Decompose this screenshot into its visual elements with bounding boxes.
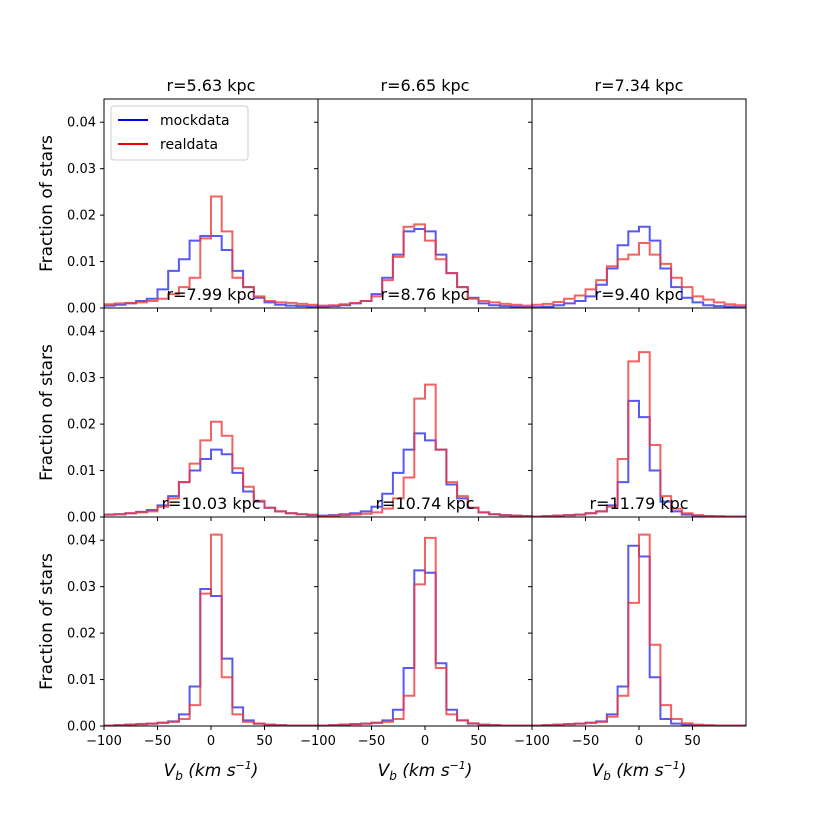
x-axis-label-close: ) xyxy=(250,761,259,781)
y-tick-label: 0.03 xyxy=(67,371,96,386)
y-tick-label: 0.01 xyxy=(67,255,96,270)
x-axis-label-var: V xyxy=(164,761,177,781)
panel-content xyxy=(104,195,318,308)
panel-6: r=9.40 kpc xyxy=(528,285,747,521)
x-tick-label: 0 xyxy=(207,734,215,749)
x-axis-label-sub: b xyxy=(603,769,611,783)
x-axis-label-close: ) xyxy=(678,761,687,781)
panel-title: r=9.40 kpc xyxy=(595,285,684,304)
series-line-realdata xyxy=(532,351,746,517)
x-tick-label: 0 xyxy=(421,734,429,749)
series-line-realdata xyxy=(104,533,318,726)
panel-content xyxy=(532,351,746,517)
panel-content xyxy=(318,223,532,308)
y-tick-label: 0.04 xyxy=(67,534,96,549)
legend: mockdata realdata xyxy=(110,105,249,161)
y-tick-label: 0.03 xyxy=(67,580,96,595)
panel-1: 0.00 0.01 0.02 0.03 0.04 r=5.63 kpc xyxy=(67,76,319,317)
y-axis-label: Fraction of stars xyxy=(37,344,57,481)
panel-9: −100 −50 0 50 r=11.79 kpc xyxy=(514,494,747,749)
legend-label-realdata: realdata xyxy=(160,137,218,153)
y-tick-label: 0.00 xyxy=(67,720,96,735)
panel-grid: 0.00 0.01 0.02 0.03 0.04 r=5.63 kpc r=6.65 kpc… xyxy=(67,76,747,749)
x-axis-label-var: V xyxy=(378,761,391,781)
panel-content xyxy=(318,536,532,726)
y-tick-label: 0.00 xyxy=(67,302,96,317)
series-line-realdata xyxy=(104,195,318,308)
panel-3: r=7.34 kpc xyxy=(528,76,747,312)
panel-7: 0.00 0.01 0.02 0.03 0.04 −100 −50 0 50 r=10.03 kp… xyxy=(67,494,319,749)
panel-content xyxy=(104,533,318,726)
x-axis-label: Vb (km s−1) xyxy=(378,759,473,783)
x-axis-label-var: V xyxy=(592,761,605,781)
panel-title: r=11.79 kpc xyxy=(589,494,688,513)
x-axis-label-sub: b xyxy=(175,769,183,783)
panel-title: r=7.99 kpc xyxy=(167,285,256,304)
y-tick-label: 0.00 xyxy=(67,511,96,526)
y-tick-label: 0.02 xyxy=(67,627,96,642)
x-axis-label-sub: b xyxy=(389,769,397,783)
y-tick-label: 0.01 xyxy=(67,464,96,479)
x-tick-label: −50 xyxy=(144,734,171,749)
x-tick-label: 0 xyxy=(635,734,643,749)
x-axis-label: Vb (km s−1) xyxy=(164,759,259,783)
x-axis-label-exp: −1 xyxy=(664,759,680,772)
legend-label-mockdata: mockdata xyxy=(160,113,230,129)
x-axis-label-exp: −1 xyxy=(236,759,252,772)
x-tick-label: −50 xyxy=(358,734,385,749)
panel-title: r=7.34 kpc xyxy=(595,76,684,95)
y-axis-labels: Fraction of stars Fraction of stars Fracti… xyxy=(37,135,57,690)
x-tick-label: −100 xyxy=(86,734,122,749)
x-axis-label-exp: −1 xyxy=(450,759,466,772)
x-axis-label-close: ) xyxy=(464,761,473,781)
x-axis-label-units: (km s xyxy=(397,761,450,781)
panel-content xyxy=(318,383,532,517)
series-line-realdata xyxy=(532,533,746,726)
panel-title: r=8.76 kpc xyxy=(381,285,470,304)
panel-title: r=10.03 kpc xyxy=(161,494,260,513)
y-tick-label: 0.02 xyxy=(67,418,96,433)
series-line-mockdata xyxy=(532,225,746,308)
x-axis-label-units: (km s xyxy=(183,761,236,781)
x-tick-label: 50 xyxy=(470,734,487,749)
x-tick-label: −100 xyxy=(514,734,550,749)
y-axis-label: Fraction of stars xyxy=(37,553,57,690)
y-tick-label: 0.01 xyxy=(67,673,96,688)
panel-2: r=6.65 kpc xyxy=(314,76,533,312)
x-tick-label: −50 xyxy=(572,734,599,749)
y-tick-label: 0.02 xyxy=(67,209,96,224)
x-axis-labels: Vb (km s−1) Vb (km s−1) Vb (km s−1) xyxy=(164,759,687,783)
panel-content xyxy=(532,225,746,308)
x-tick-label: 50 xyxy=(684,734,701,749)
y-axis-label: Fraction of stars xyxy=(37,135,57,272)
series-line-realdata xyxy=(318,223,532,308)
series-line-realdata xyxy=(318,536,532,726)
panel-4: 0.00 0.01 0.02 0.03 0.04 r=7.99 kpc xyxy=(67,285,319,526)
panel-title: r=5.63 kpc xyxy=(167,76,256,95)
x-axis-label-units: (km s xyxy=(611,761,664,781)
x-tick-label: 50 xyxy=(256,734,273,749)
panel-title: r=10.74 kpc xyxy=(375,494,474,513)
panel-content xyxy=(532,533,746,726)
x-tick-label: −100 xyxy=(300,734,336,749)
series-line-realdata xyxy=(318,383,532,517)
series-line-realdata xyxy=(532,241,746,308)
x-axis-label: Vb (km s−1) xyxy=(592,759,687,783)
panel-title: r=6.65 kpc xyxy=(381,76,470,95)
series-line-realdata xyxy=(104,420,318,517)
y-tick-label: 0.03 xyxy=(67,162,96,177)
panel-content xyxy=(104,420,318,517)
y-tick-label: 0.04 xyxy=(67,325,96,340)
y-tick-label: 0.04 xyxy=(67,116,96,131)
